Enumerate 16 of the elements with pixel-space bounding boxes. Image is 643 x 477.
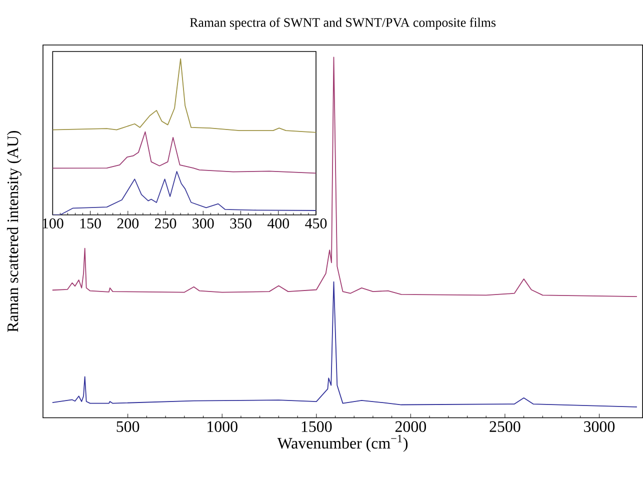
x-tick-label: 2000: [395, 421, 426, 432]
x-tick-label: 1500: [302, 421, 332, 432]
x-tick-label: 300: [192, 218, 214, 229]
x-tick-label: 250: [154, 218, 176, 229]
x-tick-label: 3000: [584, 421, 615, 432]
x-tick-label: 500: [116, 421, 140, 432]
x-tick-label: 1000: [208, 421, 238, 432]
x-axis-title: Wavenumber (cm$^{−1}$): [277, 435, 408, 452]
chart-title: Raman spectra of SWNT and SWNT/PVA composite films: [190, 18, 496, 30]
x-tick-label: 450: [305, 218, 327, 229]
x-tick-label: 2500: [490, 421, 520, 432]
x-tick-label: 200: [117, 218, 139, 229]
x-tick-label: 400: [267, 218, 290, 229]
x-tick-label: 150: [80, 218, 101, 229]
x-tick-label: 350: [230, 218, 252, 229]
y-axis-title: Raman scattered intensity (AU): [6, 131, 22, 332]
